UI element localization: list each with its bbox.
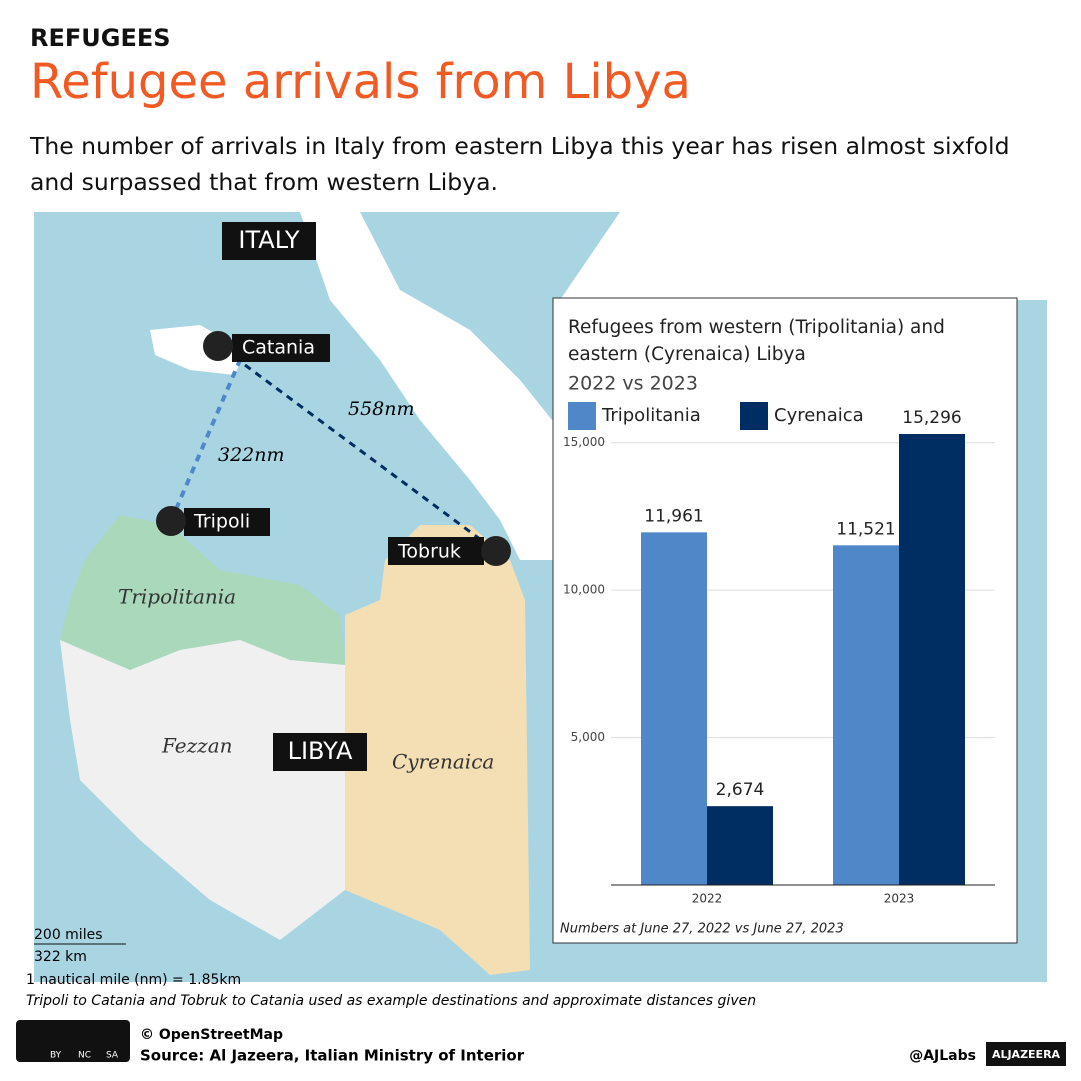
subtitle: The number of arrivals in Italy from eas… <box>30 132 1010 196</box>
country-label: LIBYA <box>288 737 353 765</box>
route-tobruk <box>244 363 497 553</box>
legend-label: Cyrenaica <box>774 405 864 426</box>
legend-swatch <box>568 402 596 430</box>
cyrenaica-region <box>345 525 530 975</box>
city-dot <box>203 331 233 361</box>
value-label: 11,521 <box>836 519 895 539</box>
value-label: 11,961 <box>644 506 703 526</box>
city-label: Tripoli <box>193 511 250 533</box>
city-label: Tobruk <box>397 541 461 563</box>
label-box <box>184 508 270 536</box>
title: Refugee arrivals from Libya <box>30 54 691 110</box>
region-label: Cyrenaica <box>392 750 494 774</box>
license-label: BY <box>50 1051 62 1061</box>
handle: @AJLabs <box>909 1048 976 1064</box>
bar <box>899 434 965 885</box>
brand-box <box>986 1042 1066 1066</box>
chart-subtitle: 2022 vs 2023 <box>568 373 698 395</box>
country-label: ITALY <box>238 226 299 254</box>
label-box <box>388 537 484 565</box>
city-dot <box>481 536 511 566</box>
y-tick-label: 5,000 <box>571 730 605 744</box>
label-box <box>273 733 367 771</box>
legend-swatch <box>740 402 768 430</box>
route-tripoli <box>169 359 242 522</box>
source: Source: Al Jazeera, Italian Ministry of … <box>140 1047 525 1065</box>
chart-title: Refugees from western (Tripolitania) and… <box>568 317 945 365</box>
license-label: NC <box>78 1051 91 1061</box>
license-badge <box>16 1020 130 1062</box>
y-tick-label: 15,000 <box>563 435 605 449</box>
kicker: REFUGEES <box>30 24 171 52</box>
distance-label: 558nm <box>348 398 415 420</box>
bar <box>707 806 773 885</box>
map-note: Tripoli to Catania and Tobruk to Catania… <box>26 993 756 1009</box>
scale-label: 322 km <box>34 949 87 965</box>
conversion: 1 nautical mile (nm) = 1.85km <box>26 972 241 988</box>
legend-label: Tripolitania <box>601 405 701 426</box>
value-label: 15,296 <box>902 408 961 428</box>
x-tick-label: 2022 <box>692 892 723 906</box>
tripolitania-region <box>60 515 345 670</box>
label-box <box>222 222 316 260</box>
value-label: 2,674 <box>716 780 765 800</box>
region-label: Fezzan <box>161 734 233 758</box>
bar <box>641 532 707 885</box>
x-tick-label: 2023 <box>884 892 915 906</box>
brand: ALJAZEERA <box>992 1048 1061 1061</box>
credit: © OpenStreetMap <box>140 1027 283 1043</box>
chart-note: Numbers at June 27, 2022 vs June 27, 202… <box>560 922 844 937</box>
license-label: SA <box>106 1051 119 1061</box>
scale-label: 200 miles <box>34 927 103 943</box>
bar <box>833 545 899 885</box>
distance-label: 322nm <box>218 444 285 466</box>
city-label: Catania <box>242 337 315 359</box>
region-label: Tripolitania <box>118 585 236 609</box>
label-box <box>232 334 330 362</box>
city-dot <box>156 506 186 536</box>
y-tick-label: 10,000 <box>563 583 605 597</box>
fezzan-region <box>60 640 345 940</box>
